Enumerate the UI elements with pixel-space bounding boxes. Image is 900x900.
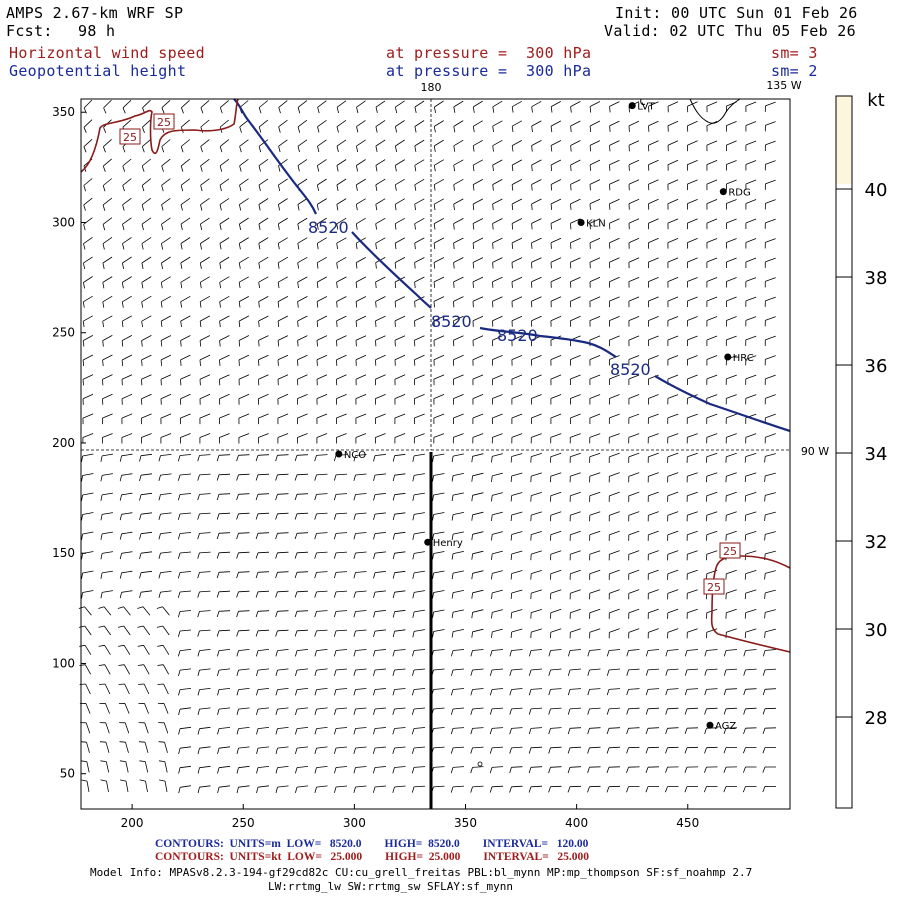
coastline (689, 98, 741, 124)
speed-contour-25-nw (80, 98, 239, 173)
colorbar-label: 32 (865, 532, 888, 553)
coastline (640, 98, 646, 106)
speed-contour-label: 25 (157, 116, 171, 129)
station-marker (335, 450, 343, 458)
wind-barbs (78, 99, 777, 794)
valid-time: Valid: 02 UTC Thu 05 Feb 26 (604, 22, 856, 40)
field2-smoothing: sm= 2 (771, 62, 818, 80)
speed-contour-label: 25 (707, 581, 721, 594)
station-label: HRC (733, 353, 754, 364)
speed-contour-label-box (119, 128, 141, 145)
station-label: AGZ (715, 721, 736, 732)
field2-name: Geopotential height (9, 62, 187, 80)
field2-level: at pressure = 300 hPa (386, 62, 592, 80)
speed-contour-label: 25 (723, 545, 737, 558)
y-tick-label: 100 (52, 656, 75, 670)
y-tick-label: 50 (60, 767, 75, 781)
height-contour-label: 8520 (497, 326, 538, 345)
map-title: AMPS 2.67-km WRF SP (6, 4, 184, 22)
x-tick-label: 250 (232, 816, 255, 830)
speed-contour-label-box (719, 542, 741, 559)
field1-name: Horizontal wind speed (9, 44, 205, 62)
colorbar-label: 28 (865, 708, 888, 729)
height-contour-label: 8520 (431, 312, 472, 331)
lon-label-135w: 135 W (766, 79, 801, 92)
station-marker (724, 353, 732, 361)
height-contour-8520-b (351, 231, 432, 309)
colorbar-label: 36 (865, 356, 888, 377)
forecast-label: Fcst: (6, 22, 53, 40)
colorbar-label: 40 (865, 180, 888, 201)
field1-level: at pressure = 300 hPa (386, 44, 592, 62)
colorbar-label: 34 (865, 444, 888, 465)
minimum-marker (477, 761, 483, 767)
y-tick-label: 250 (52, 326, 75, 340)
station-marker (706, 721, 714, 729)
wind-barbs-layer (78, 99, 777, 794)
station-label: KLN (586, 218, 606, 229)
station-marker (577, 218, 585, 226)
x-tick-label: 350 (454, 816, 477, 830)
y-tick-label: 350 (52, 105, 75, 119)
x-tick-label: 200 (121, 816, 144, 830)
height-contour-label: 8520 (610, 360, 651, 379)
speed-contour-label-box (153, 113, 175, 130)
y-tick-label: 300 (52, 215, 75, 229)
colorbar-ticks: 40 38 36 34 32 30 28 (836, 180, 887, 729)
station-label: Henry (433, 538, 463, 549)
init-time: Init: 00 UTC Sun 01 Feb 26 (615, 4, 858, 22)
speed-contour-info: CONTOURS: UNITS=kt LOW= 25.000 HIGH= 25.… (155, 851, 590, 863)
colorbar-fill-40 (836, 96, 852, 184)
field1-smoothing: sm= 3 (771, 44, 818, 62)
y-tick-label: 200 (52, 436, 75, 450)
plot-frame (80, 98, 791, 810)
station-marker (628, 102, 636, 110)
height-contour-info: CONTOURS: UNITS=m LOW= 8520.0 HIGH= 8520… (155, 838, 589, 850)
speed-contour-label: 25 (123, 131, 137, 144)
y-tick-label: 150 (52, 546, 75, 560)
x-tick-label: 450 (676, 816, 699, 830)
height-contour-8520-d (654, 375, 791, 433)
x-tick-label: 400 (565, 816, 588, 830)
speed-contour-label-box (703, 578, 725, 595)
colorbar-frame (835, 95, 853, 809)
colorbar-label: 38 (865, 268, 888, 289)
station-label: RDG (728, 188, 750, 199)
speed-contour-25-se (710, 555, 791, 653)
colorbar-unit: kt (867, 90, 884, 111)
station-marker (719, 188, 727, 196)
lon-label-90w: 90 W (801, 445, 829, 458)
forecast-hours: 98 h (78, 22, 116, 40)
lon-label-180: 180 (421, 81, 442, 94)
axes-layer: 200 250 300 350 400 450 50 100 150 200 250 300 350 (52, 105, 699, 830)
colorbar-label: 30 (865, 620, 888, 641)
model-info-physics: LW:rrtmg_lw SW:rrtmg_sw SFLAY:sf_mynn (268, 880, 514, 893)
station-label: NCO (344, 450, 366, 461)
station-marker (424, 538, 432, 546)
model-info: Model Info: MPASv8.2.3-194-gf29cd82c CU:… (90, 866, 753, 879)
height-contour-8520-c (479, 326, 617, 358)
stations-layer: LVT RDG KLN HRC NCO Henry AGZ (335, 102, 754, 732)
height-contour-label: 8520 (308, 218, 349, 237)
x-tick-label: 300 (343, 816, 366, 830)
station-label: LVT (637, 102, 655, 113)
height-contour-8520 (233, 98, 318, 215)
